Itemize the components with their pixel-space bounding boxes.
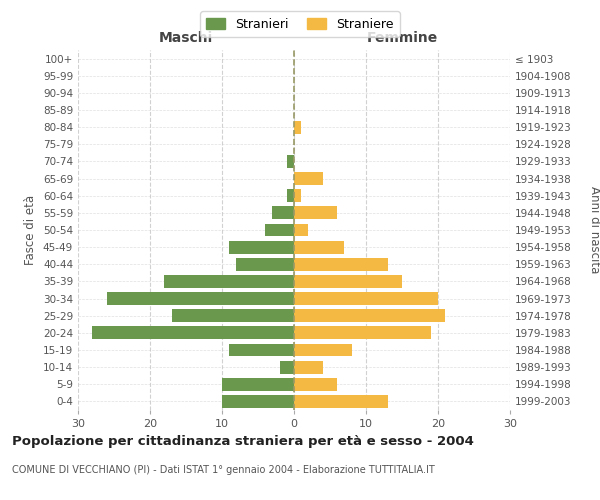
Bar: [294, 292, 438, 305]
Text: Femmine: Femmine: [367, 31, 437, 45]
Bar: [294, 240, 344, 254]
Bar: [294, 120, 301, 134]
Bar: [294, 344, 352, 356]
Bar: [222, 378, 294, 390]
Bar: [294, 395, 388, 408]
Bar: [294, 206, 337, 220]
Y-axis label: Anni di nascita: Anni di nascita: [588, 186, 600, 274]
Bar: [229, 344, 294, 356]
Y-axis label: Fasce di età: Fasce di età: [25, 195, 37, 265]
Bar: [280, 360, 294, 374]
Bar: [272, 206, 294, 220]
Bar: [107, 292, 294, 305]
Text: Popolazione per cittadinanza straniera per età e sesso - 2004: Popolazione per cittadinanza straniera p…: [12, 435, 474, 448]
Bar: [222, 395, 294, 408]
Text: COMUNE DI VECCHIANO (PI) - Dati ISTAT 1° gennaio 2004 - Elaborazione TUTTITALIA.: COMUNE DI VECCHIANO (PI) - Dati ISTAT 1°…: [12, 465, 435, 475]
Bar: [236, 258, 294, 270]
Bar: [229, 240, 294, 254]
Bar: [294, 258, 388, 270]
Bar: [294, 326, 431, 340]
Bar: [92, 326, 294, 340]
Bar: [265, 224, 294, 236]
Bar: [287, 155, 294, 168]
Bar: [164, 275, 294, 288]
Bar: [294, 310, 445, 322]
Bar: [294, 378, 337, 390]
Bar: [287, 190, 294, 202]
Bar: [294, 360, 323, 374]
Bar: [294, 172, 323, 185]
Bar: [294, 224, 308, 236]
Bar: [172, 310, 294, 322]
Bar: [294, 275, 402, 288]
Text: Maschi: Maschi: [159, 31, 213, 45]
Bar: [294, 190, 301, 202]
Legend: Stranieri, Straniere: Stranieri, Straniere: [200, 11, 400, 37]
